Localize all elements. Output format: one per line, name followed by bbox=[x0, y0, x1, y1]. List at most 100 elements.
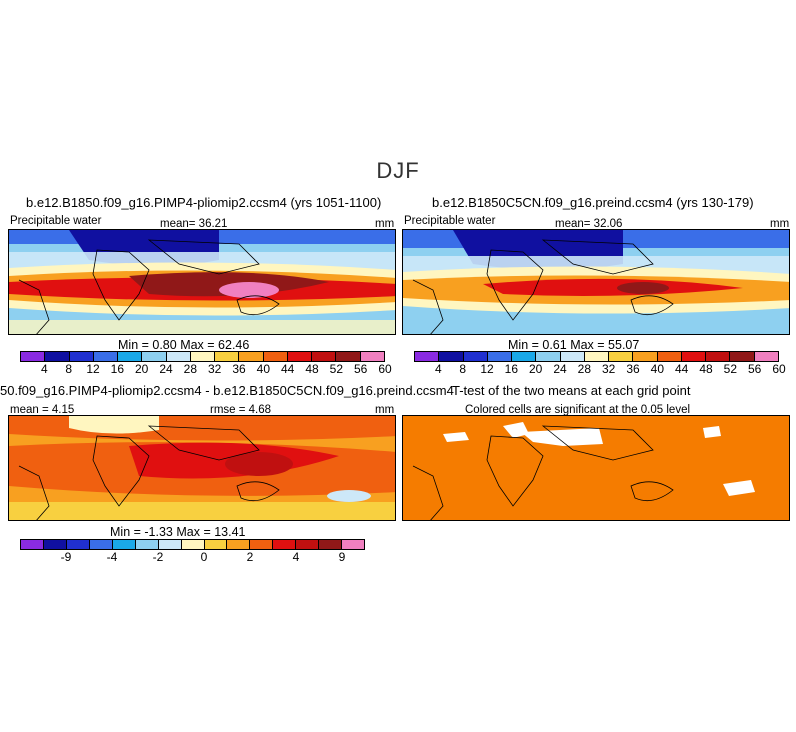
colorbar-swatch bbox=[181, 540, 205, 549]
colorbar-tick-label: 9 bbox=[338, 550, 346, 564]
panel1-minmax: Min = 0.80 Max = 62.46 bbox=[118, 338, 250, 352]
colorbar-tick-label: 60 bbox=[772, 362, 786, 376]
colorbar-tick-label: 32 bbox=[601, 362, 616, 376]
colorbar-swatch bbox=[89, 540, 113, 549]
colorbar-swatch bbox=[66, 540, 90, 549]
colorbar-swatch bbox=[21, 540, 44, 549]
panel3-map-graphic bbox=[9, 416, 395, 520]
colorbar-swatch bbox=[439, 352, 464, 361]
colorbar-swatch bbox=[536, 352, 561, 361]
colorbar-tick-label: -9 bbox=[60, 550, 72, 564]
panel1-mean: mean= 36.21 bbox=[160, 218, 228, 230]
colorbar-tick-label: -4 bbox=[106, 550, 118, 564]
panel3-mean: mean = 4.15 bbox=[10, 404, 75, 416]
colorbar-swatch bbox=[560, 352, 585, 361]
panel2-colorbar bbox=[414, 351, 779, 362]
colorbar-tick-label: 48 bbox=[699, 362, 713, 376]
colorbar-swatch bbox=[463, 352, 488, 361]
colorbar-swatch bbox=[215, 352, 240, 361]
colorbar-swatch bbox=[657, 352, 682, 361]
colorbar-swatch bbox=[342, 540, 365, 549]
panel2-variable: Precipitable water bbox=[404, 215, 496, 227]
colorbar-swatch bbox=[21, 352, 46, 361]
panel3-title: 50.f09_g16.PIMP4-pliomip2.ccsm4 - b.e12.… bbox=[0, 383, 454, 398]
panel4-map-graphic bbox=[403, 416, 789, 520]
colorbar-swatch bbox=[69, 352, 94, 361]
colorbar-swatch bbox=[204, 540, 228, 549]
colorbar-tick-label: 28 bbox=[183, 362, 198, 376]
panel4-map bbox=[402, 415, 790, 521]
panel2-map bbox=[402, 229, 790, 335]
colorbar-tick-label: 44 bbox=[280, 362, 295, 376]
colorbar-tick-label: 12 bbox=[86, 362, 100, 376]
colorbar-swatch bbox=[158, 540, 182, 549]
colorbar-swatch bbox=[142, 352, 167, 361]
panel1-map bbox=[8, 229, 396, 335]
colorbar-tick-label: 2 bbox=[246, 550, 254, 564]
panel3-map bbox=[8, 415, 396, 521]
panel1-units: mm bbox=[375, 218, 395, 230]
colorbar-tick-label: 52 bbox=[723, 362, 738, 376]
colorbar-tick-label: 4 bbox=[292, 550, 300, 564]
colorbar-swatch bbox=[706, 352, 731, 361]
colorbar-swatch bbox=[633, 352, 658, 361]
panel2-title: b.e12.B1850C5CN.f09_g16.preind.ccsm4 (yr… bbox=[432, 195, 754, 210]
colorbar-tick-label: 0 bbox=[200, 550, 208, 564]
colorbar-tick-label: -2 bbox=[152, 550, 164, 564]
colorbar-tick-label: 16 bbox=[110, 362, 125, 376]
colorbar-tick-label: 56 bbox=[353, 362, 368, 376]
colorbar-swatch bbox=[360, 352, 384, 361]
panel3-colorbar-ticks: -9 -4 -2 0 2 4 9 bbox=[20, 550, 365, 564]
colorbar-swatch bbox=[45, 352, 70, 361]
colorbar-tick-label: 60 bbox=[378, 362, 392, 376]
panel3-minmax: Min = -1.33 Max = 13.41 bbox=[110, 525, 246, 539]
colorbar-tick-label: 56 bbox=[747, 362, 762, 376]
colorbar-tick-label: 20 bbox=[528, 362, 543, 376]
panel3-rmse: rmse = 4.68 bbox=[210, 404, 272, 416]
panel2-mean: mean= 32.06 bbox=[555, 218, 623, 230]
colorbar-tick-label: 24 bbox=[159, 362, 173, 376]
colorbar-swatch bbox=[312, 352, 337, 361]
colorbar-swatch bbox=[43, 540, 67, 549]
colorbar-swatch bbox=[336, 352, 361, 361]
panel4-subtitle: Colored cells are significant at the 0.0… bbox=[465, 404, 691, 416]
colorbar-tick-label: 32 bbox=[207, 362, 222, 376]
colorbar-swatch bbox=[239, 352, 264, 361]
colorbar-tick-label: 52 bbox=[329, 362, 344, 376]
panel4-title: T-test of the two means at each grid poi… bbox=[452, 383, 691, 398]
colorbar-swatch bbox=[319, 540, 343, 549]
colorbar-swatch bbox=[754, 352, 778, 361]
colorbar-swatch bbox=[584, 352, 610, 361]
colorbar-swatch bbox=[250, 540, 274, 549]
colorbar-tick-label: 48 bbox=[305, 362, 319, 376]
panel2-colorbar-ticks: 4 8 12 16 20 24 28 32 36 40 44 48 52 56 60 bbox=[414, 362, 786, 376]
colorbar-tick-label: 36 bbox=[232, 362, 246, 376]
colorbar-tick-label: 20 bbox=[134, 362, 149, 376]
colorbar-swatch bbox=[112, 540, 136, 549]
colorbar-swatch bbox=[415, 352, 440, 361]
colorbar-swatch bbox=[166, 352, 191, 361]
colorbar-tick-label: 44 bbox=[674, 362, 689, 376]
colorbar-tick-label: 12 bbox=[480, 362, 494, 376]
colorbar-swatch bbox=[263, 352, 288, 361]
colorbar-swatch bbox=[227, 540, 251, 549]
colorbar-tick-label: 28 bbox=[577, 362, 592, 376]
panel3-colorbar bbox=[20, 539, 365, 550]
colorbar-tick-label: 40 bbox=[256, 362, 271, 376]
colorbar-tick-label: 16 bbox=[504, 362, 519, 376]
colorbar-tick-label: 4 bbox=[40, 362, 48, 376]
colorbar-swatch bbox=[609, 352, 634, 361]
colorbar-swatch bbox=[135, 540, 159, 549]
panel1-map-graphic bbox=[9, 230, 395, 334]
panel2-map-graphic bbox=[403, 230, 789, 334]
colorbar-tick-label: 36 bbox=[626, 362, 640, 376]
colorbar-swatch bbox=[93, 352, 119, 361]
panel1-title: b.e12.B1850.f09_g16.PIMP4-pliomip2.ccsm4… bbox=[26, 195, 382, 210]
panel2-minmax: Min = 0.61 Max = 55.07 bbox=[508, 338, 640, 352]
panel1-colorbar-ticks: 4 8 12 16 20 24 28 32 36 40 44 48 52 56 60 bbox=[20, 362, 392, 376]
colorbar-swatch bbox=[273, 540, 297, 549]
colorbar-swatch bbox=[730, 352, 755, 361]
colorbar-tick-label: 8 bbox=[65, 362, 72, 376]
colorbar-swatch bbox=[118, 352, 143, 361]
colorbar-swatch bbox=[512, 352, 537, 361]
